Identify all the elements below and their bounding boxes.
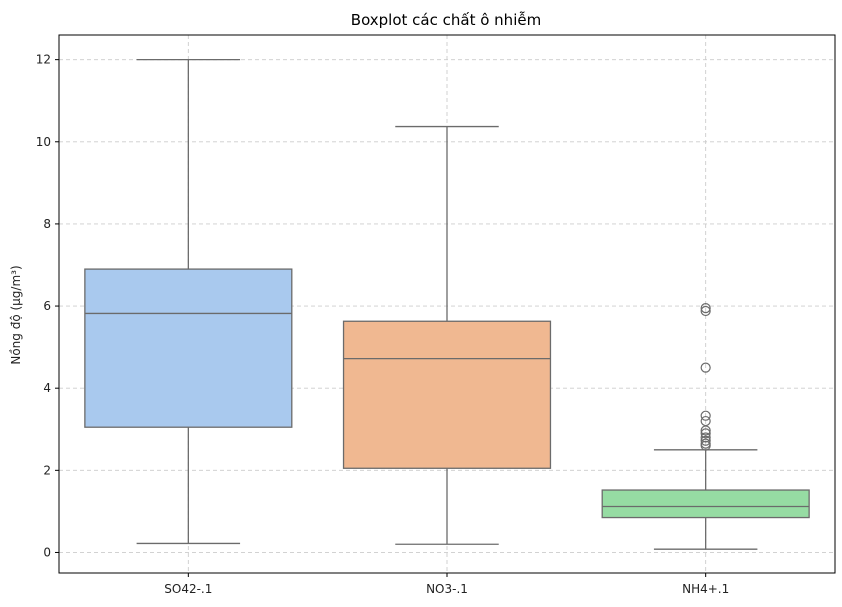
x-tick-label: SO42-.1 bbox=[164, 582, 212, 596]
y-tick-label: 8 bbox=[43, 217, 51, 231]
outlier-point bbox=[700, 428, 711, 439]
y-tick-label: 4 bbox=[43, 381, 51, 395]
box-NH4+.1 bbox=[601, 303, 810, 550]
plot-frame bbox=[58, 34, 836, 574]
outlier-point bbox=[700, 415, 711, 427]
y-tick-label: 0 bbox=[43, 545, 51, 559]
outlier-point bbox=[700, 305, 711, 317]
outlier-point bbox=[700, 432, 711, 443]
y-tick-label: 12 bbox=[36, 53, 51, 67]
outlier-point bbox=[700, 362, 711, 373]
outlier-point bbox=[700, 410, 711, 421]
outlier-point bbox=[700, 438, 711, 449]
y-tick-label: 2 bbox=[43, 463, 51, 477]
axes: 0 2 4 6 8 10 12 SO42-.1 NO3-.1 NH4+.1 bbox=[36, 53, 730, 596]
box-body bbox=[342, 320, 552, 469]
y-tick-label: 6 bbox=[43, 299, 51, 313]
outlier-point bbox=[700, 435, 711, 446]
y-axis-label: Nồng độ (μg/m³) bbox=[9, 265, 23, 364]
boxes bbox=[84, 58, 810, 550]
chart-title: Boxplot các chất ô nhiễm bbox=[351, 11, 541, 29]
x-tick-label: NO3-.1 bbox=[426, 582, 468, 596]
box-body bbox=[84, 268, 293, 428]
box-body bbox=[601, 489, 810, 519]
y-tick-label: 10 bbox=[36, 135, 51, 149]
box-NO3-.1 bbox=[342, 125, 552, 545]
x-tick-label: NH4+.1 bbox=[682, 582, 729, 596]
outlier-point bbox=[700, 303, 711, 314]
box-SO42-.1 bbox=[84, 58, 293, 545]
